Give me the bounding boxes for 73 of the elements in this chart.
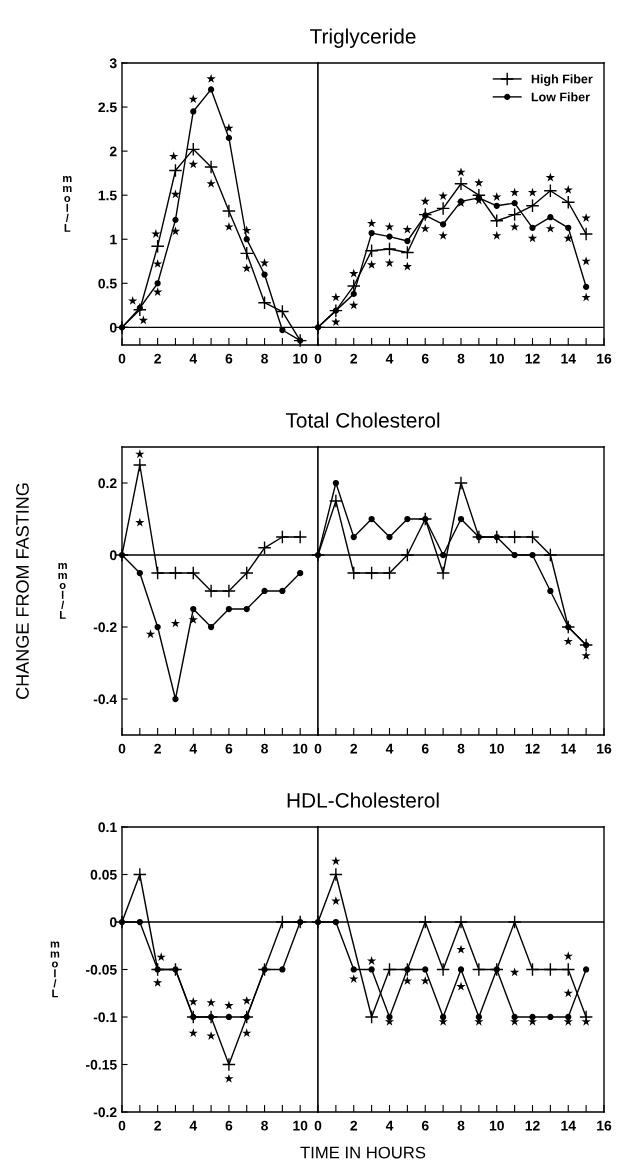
- y-tick-label: 2.5: [98, 102, 117, 113]
- y-tick-label: 0.1: [98, 822, 117, 833]
- x-tick-label: 2: [350, 743, 358, 754]
- text: CHANGE FROM FASTING: [16, 483, 29, 699]
- x-tick-label: 10: [489, 743, 504, 754]
- y-tick-label: -0.05: [86, 964, 117, 975]
- y-tick-label: -0.15: [86, 1059, 117, 1070]
- x-tick-label: 4: [189, 353, 198, 364]
- x-tick-label: 6: [421, 743, 429, 754]
- x-tick-label: 4: [385, 743, 394, 754]
- x-tick-label: 6: [421, 353, 429, 364]
- y-tick-label: -0.1: [93, 1012, 117, 1023]
- x-tick-label: 6: [421, 1120, 429, 1131]
- x-tick-label: 16: [597, 353, 612, 364]
- x-tick-label: 6: [225, 743, 233, 754]
- x-tick-label: 0: [314, 1120, 322, 1131]
- y-tick-label: 0: [109, 322, 117, 333]
- y-tick-label: -0.4: [93, 694, 118, 705]
- x-tick-label: 0: [118, 1120, 126, 1131]
- y-tick-label: 3: [109, 58, 117, 69]
- chart-title: Total Cholesterol: [285, 412, 440, 428]
- x-tick-label: 0: [118, 353, 126, 364]
- y-tick-label: 2: [109, 146, 117, 157]
- y-tick-label: 0.2: [98, 478, 117, 489]
- x-tick-label: 2: [350, 353, 358, 364]
- x-tick-label: 10: [489, 353, 504, 364]
- x-tick-label: 4: [189, 1120, 198, 1131]
- x-tick-label: 0: [314, 353, 322, 364]
- x-tick-label: 8: [261, 353, 268, 364]
- x-tick-label: 2: [350, 1120, 358, 1131]
- chart-title: Triglyceride: [310, 28, 416, 48]
- x-tick-label: 4: [385, 353, 394, 364]
- x-tick-label: 8: [261, 743, 268, 754]
- x-tick-label: 14: [561, 1120, 576, 1131]
- y-tick-label: -0.2: [93, 622, 117, 633]
- x-tick-label: 10: [293, 353, 308, 364]
- x-tick-label: 2: [154, 353, 161, 364]
- x-tick-label: 6: [225, 353, 233, 364]
- x-tick-label: 16: [597, 1120, 612, 1131]
- x-tick-label: 0: [314, 743, 322, 754]
- y-tick-label: 1: [110, 234, 117, 245]
- y-axis-title: mmol/L: [63, 176, 72, 232]
- x-tick-label: 10: [293, 743, 308, 754]
- legend-label: Low Fiber: [531, 92, 590, 102]
- x-tick-label: 12: [525, 1120, 540, 1131]
- x-tick-label: 16: [597, 743, 612, 754]
- x-tick-label: 8: [457, 743, 465, 754]
- x-tick-label: 14: [561, 353, 576, 364]
- x-tick-label: 4: [189, 743, 198, 754]
- y-tick-label: -0.2: [93, 1107, 117, 1118]
- legend-label: High Fiber: [531, 74, 593, 86]
- x-axis-title: TIME IN HOURS: [300, 1146, 426, 1159]
- x-tick-label: 14: [561, 743, 576, 754]
- y-axis-title: mmol/L: [58, 563, 67, 619]
- x-tick-label: 12: [525, 743, 540, 754]
- x-tick-label: 10: [293, 1120, 308, 1131]
- y-tick-label: 0: [109, 917, 117, 928]
- x-tick-label: 2: [154, 1120, 161, 1131]
- x-tick-label: 10: [489, 1120, 504, 1131]
- y-tick-label: 1.5: [98, 190, 117, 201]
- x-tick-label: 8: [457, 1120, 465, 1131]
- y-tick-label: 0: [109, 550, 117, 561]
- y-axis-title: mmol/L: [50, 941, 60, 998]
- y-tick-label: 0.05: [90, 869, 117, 880]
- x-tick-label: 8: [261, 1120, 268, 1131]
- x-tick-label: 2: [154, 743, 161, 754]
- x-tick-label: 6: [225, 1120, 233, 1131]
- chart-title: HDL-Cholesterol: [287, 792, 439, 808]
- x-tick-label: 4: [385, 1120, 394, 1131]
- y-tick-label: 0.5: [98, 278, 117, 289]
- x-tick-label: 0: [118, 743, 126, 754]
- x-tick-label: 12: [525, 353, 540, 364]
- x-tick-label: 8: [457, 353, 465, 364]
